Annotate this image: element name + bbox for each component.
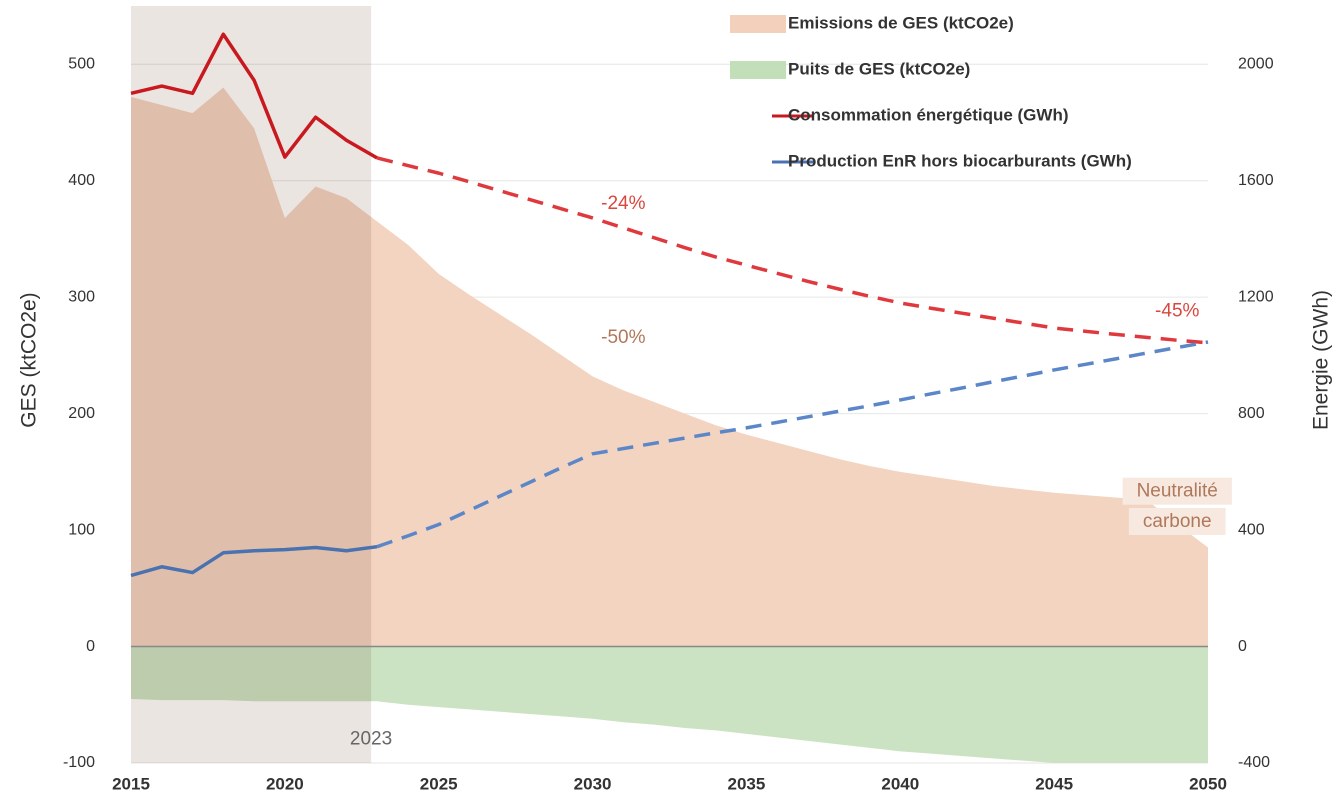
y-tick-label: 0 [86,638,95,655]
y2-tick-label: 2000 [1238,55,1274,72]
annotation-box [587,323,660,351]
annotation: carbone [1143,511,1212,532]
legend-swatch [730,61,786,79]
annotation: Neutralité [1137,481,1218,502]
x-tick-label: 2030 [574,774,612,793]
line [130,544,378,578]
annotation: -24% [601,193,645,214]
legend-label: Emissions de GES (ktCO2e) [788,13,1014,32]
y-tick-label: 200 [68,405,95,422]
historical-shade [131,6,372,763]
x-tick-label: 2050 [1189,774,1227,793]
y-tick-label: -100 [63,754,95,771]
y2-tick-label: 400 [1238,521,1265,538]
line [130,32,379,160]
x-tick-label: 2020 [266,774,304,793]
annotation: -45% [1155,301,1199,322]
annotation-box [1122,477,1232,505]
y-tick-label: 400 [68,172,95,189]
annotation-box [1128,507,1226,535]
x-tick-label: 2025 [420,774,458,793]
area [131,87,1208,647]
projection-line [376,156,1209,345]
y2-tick-label: 1200 [1238,288,1274,305]
legend-label: Production EnR hors biocarburants (GWh) [788,151,1132,170]
x-tick-label: 2015 [112,774,150,793]
x-tick-label: 2035 [728,774,766,793]
plot-area [130,6,1209,764]
y-tick-label: 100 [68,521,95,538]
x-tick-label: 2045 [1035,774,1073,793]
area [131,646,1208,763]
annotation: 2023 [350,729,392,750]
legend-label: Consommation énergétique (GWh) [788,105,1069,124]
y2-tick-label: 800 [1238,405,1265,422]
legend-label: Puits de GES (ktCO2e) [788,59,970,78]
y2-tick-label: 1600 [1238,172,1274,189]
y2-tick-label: 0 [1238,638,1247,655]
x-tick-label: 2040 [881,774,919,793]
legend-swatch [730,15,786,33]
y-tick-label: 300 [68,288,95,305]
y-axis-label: GES (ktCO2e) [18,292,41,427]
y2-tick-label: -400 [1238,754,1270,771]
y-tick-label: 500 [68,55,95,72]
y2-axis-label: Energie (GWh) [1310,290,1333,430]
annotation: -50% [601,327,645,348]
overlay: -24% -45% -50% Neutralité carbone 2023 [350,193,1232,750]
